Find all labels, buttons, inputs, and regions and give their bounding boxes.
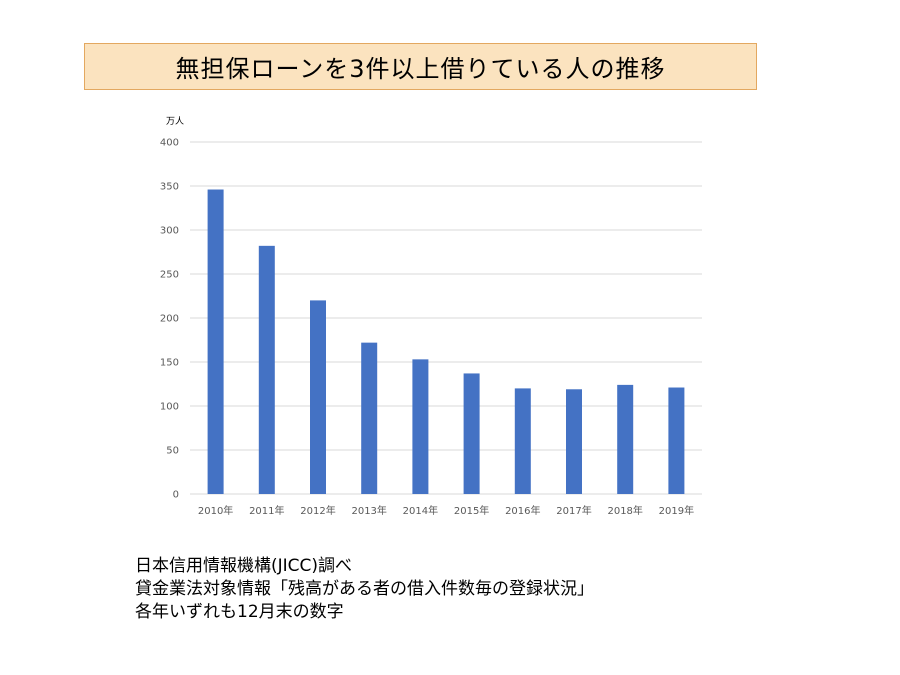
y-axis-unit-label: 万人 — [166, 116, 184, 127]
source-notes: 日本信用情報機構(JICC)調べ 貸金業法対象情報「残高がある者の借入件数毎の登… — [135, 555, 594, 624]
x-tick-label: 2014年 — [403, 504, 438, 517]
y-tick-label: 300 — [160, 226, 179, 237]
x-tick-label: 2015年 — [454, 504, 489, 517]
bar — [310, 300, 326, 494]
slide-title: 無担保ローンを3件以上借りている人の推移 — [175, 55, 666, 83]
y-tick-label: 50 — [166, 446, 179, 457]
source-note-2: 貸金業法対象情報「残高がある者の借入件数毎の登録状況」 — [135, 579, 594, 599]
slide-title-box: 無担保ローンを3件以上借りている人の推移 — [84, 43, 757, 90]
y-tick-label: 100 — [160, 402, 179, 413]
y-tick-label: 0 — [173, 490, 179, 501]
x-tick-label: 2017年 — [556, 504, 591, 517]
bar — [566, 389, 582, 494]
bar — [207, 189, 224, 494]
x-tick-label: 2018年 — [607, 504, 642, 517]
y-tick-label: 150 — [160, 358, 179, 369]
bar — [412, 359, 429, 494]
bar — [258, 245, 275, 494]
y-tick-label: 400 — [160, 138, 179, 149]
x-tick-label: 2019年 — [659, 504, 694, 517]
bar — [463, 373, 480, 494]
bar — [514, 388, 531, 494]
x-tick-labels: 2010年 2011年 2012年 2013年 2014年 2015年 2016年 2017年… — [198, 504, 694, 517]
y-tick-label: 200 — [160, 314, 179, 325]
x-tick-label: 2016年 — [505, 504, 540, 517]
bar — [361, 342, 378, 494]
x-tick-label: 2011年 — [249, 504, 284, 517]
y-tick-label: 350 — [160, 182, 179, 193]
gridlines — [190, 141, 702, 495]
source-note-1: 日本信用情報機構(JICC)調べ — [135, 556, 353, 576]
y-tick-labels: 0 50 100 150 200 250 300 350 400 — [160, 138, 179, 501]
y-tick-label: 250 — [160, 270, 179, 281]
x-tick-label: 2010年 — [198, 504, 233, 517]
source-note-3: 各年いずれも12月末の数字 — [135, 602, 344, 622]
x-tick-label: 2012年 — [300, 504, 335, 517]
bars — [207, 189, 685, 494]
bar — [617, 384, 634, 494]
x-tick-label: 2013年 — [351, 504, 386, 517]
bar — [668, 387, 685, 494]
